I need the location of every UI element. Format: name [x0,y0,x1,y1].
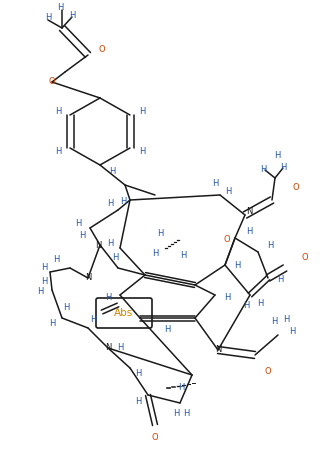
FancyBboxPatch shape [96,298,152,328]
Text: H: H [109,167,115,176]
Text: N: N [85,273,91,283]
Text: H: H [274,152,280,161]
Text: H: H [180,251,186,261]
Text: H: H [277,276,283,285]
Text: O: O [265,366,271,375]
Text: H: H [283,314,289,323]
Text: H: H [41,278,47,286]
Text: H: H [107,199,113,209]
Text: Abs: Abs [114,308,134,318]
Text: H: H [63,304,69,313]
Text: N: N [105,344,111,352]
Text: H: H [173,409,179,417]
Text: N: N [246,206,252,215]
Text: O: O [49,78,55,87]
Text: H: H [90,315,96,324]
Text: H: H [152,249,158,257]
Text: H: H [289,327,295,336]
Text: H: H [69,10,75,20]
Text: H: H [135,396,141,405]
Text: O: O [293,183,299,192]
Text: H: H [260,166,266,175]
Text: O: O [152,432,158,441]
Text: H: H [157,229,163,239]
Text: N: N [215,345,221,354]
Text: H: H [75,219,81,228]
Text: H: H [120,197,126,206]
Text: H: H [57,3,63,13]
Text: O: O [302,254,308,263]
Text: H: H [164,326,170,335]
Text: H: H [212,178,218,188]
Text: H: H [37,287,43,297]
Text: H: H [224,292,230,301]
Text: H: H [246,227,252,236]
Text: H: H [257,299,263,307]
Text: H: H [225,187,231,196]
Text: H: H [55,107,61,116]
Text: H: H [243,300,249,309]
Text: H: H [135,368,141,378]
Text: H: H [107,239,113,248]
Text: H: H [112,254,118,263]
Text: H: H [139,107,145,116]
Text: H: H [45,14,51,22]
Text: O: O [224,235,230,244]
Text: H: H [234,261,240,270]
Text: H: H [41,263,47,272]
Text: H: H [105,292,111,301]
Text: H: H [183,409,189,417]
Text: H: H [117,344,123,352]
Text: H: H [139,147,145,156]
Text: N: N [95,241,101,249]
Text: H: H [49,320,55,329]
Text: O: O [99,45,105,54]
Text: H: H [267,241,273,250]
Text: H: H [53,256,59,264]
Text: H: H [79,232,85,241]
Text: H: H [271,316,277,326]
Text: H: H [55,147,61,156]
Text: H: H [280,163,286,173]
Text: H: H [178,382,184,392]
